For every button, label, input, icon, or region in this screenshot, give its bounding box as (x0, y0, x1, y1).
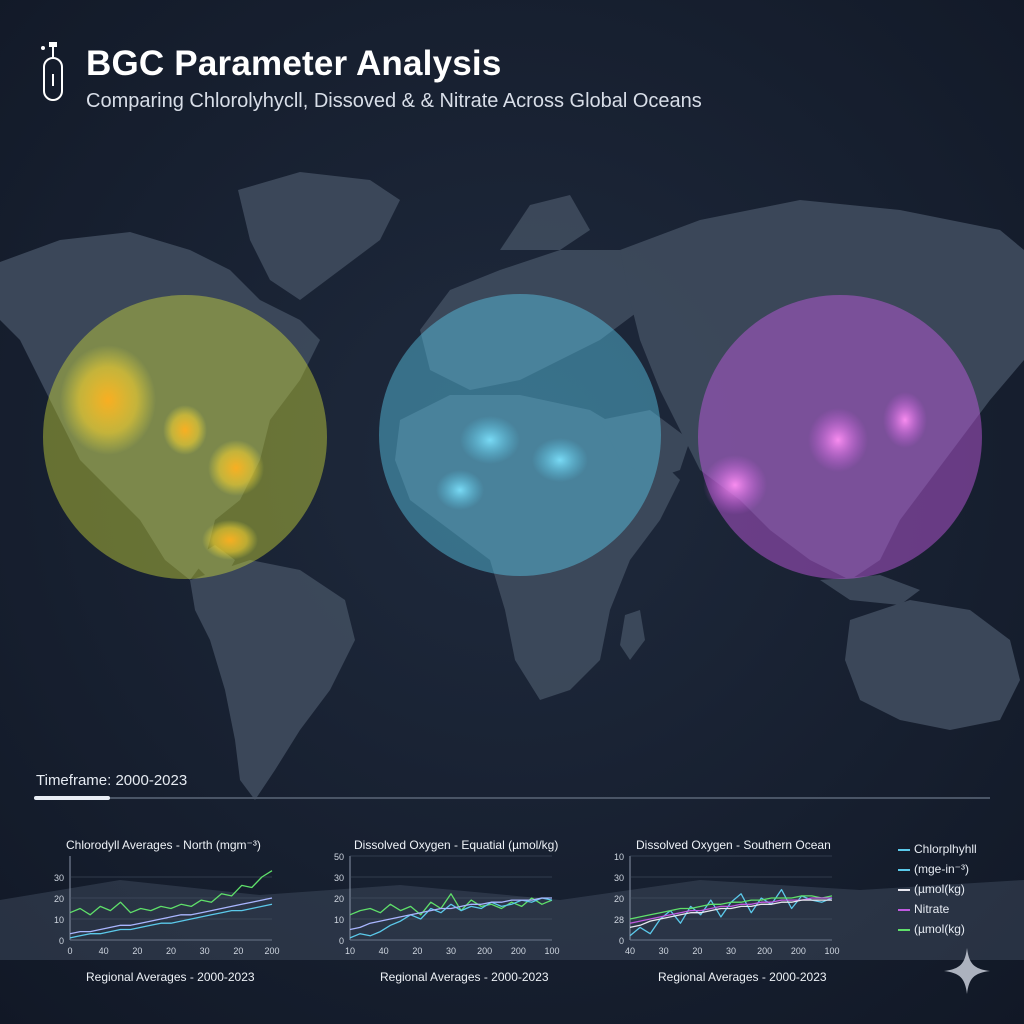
x-tick-label: 100 (544, 946, 559, 956)
y-tick-label: 20 (334, 894, 344, 904)
y-tick-label: 0 (619, 936, 624, 946)
y-tick-label: 10 (334, 915, 344, 925)
legend-swatch (898, 929, 910, 931)
x-tick-label: 100 (824, 946, 839, 956)
y-tick-label: 0 (59, 936, 64, 946)
x-tick-label: 200 (511, 946, 526, 956)
y-tick-label: 30 (614, 873, 624, 883)
x-tick-label: 20 (166, 946, 176, 956)
sensor-float-icon (41, 42, 63, 101)
scandinavia-shape (500, 195, 590, 250)
x-tick-label: 200 (757, 946, 772, 956)
x-tick-label: 40 (379, 946, 389, 956)
chart-oxygen-southern: Dissolved Oxygen - Southern Ocean 10 30 20… (600, 832, 850, 992)
y-tick-label: 10 (54, 915, 64, 925)
sparkle-icon (944, 948, 990, 994)
series-line (349, 893, 553, 916)
y-tick-label: 20 (54, 894, 64, 904)
series-line (69, 870, 273, 916)
y-tick-label: 30 (54, 873, 64, 883)
legend-swatch (898, 889, 910, 891)
x-tick-label: 20 (412, 946, 422, 956)
series-line (349, 897, 552, 931)
chart-footer: Regional Averages - 2000-2023 (380, 970, 549, 984)
y-tick-label: 28 (614, 915, 624, 925)
series-line (69, 903, 273, 939)
legend-swatch (898, 909, 910, 911)
legend-item: (mge-in⁻³) (898, 862, 1018, 882)
chart-legend: Chlorplhyhll (mge-in⁻³) (µmol(kg) Nitrat… (898, 842, 1018, 942)
page-subtitle: Comparing Chlorolyhycll, Dissoved & & Ni… (86, 90, 702, 112)
chart-plot: 0 10 20 30 0 40 20 20 30 20 200 (54, 856, 280, 956)
x-tick-label: 0 (67, 946, 72, 956)
madagascar-shape (620, 610, 645, 660)
x-tick-label: 10 (345, 946, 355, 956)
australia-shape (845, 600, 1020, 730)
chart-footer: Regional Averages - 2000-2023 (658, 970, 827, 984)
x-tick-label: 30 (659, 946, 669, 956)
timeframe-slider-fill[interactable] (34, 796, 110, 800)
x-tick-label: 200 (264, 946, 279, 956)
legend-swatch (898, 849, 910, 851)
series-line (69, 897, 273, 935)
legend-label: (µmol(kg) (914, 922, 965, 936)
series-line (629, 899, 832, 929)
y-tick-label: 20 (614, 894, 624, 904)
x-tick-label: 20 (132, 946, 142, 956)
chart-footer: Regional Averages - 2000-2023 (86, 970, 255, 984)
y-tick-label: 10 (614, 852, 624, 862)
x-tick-label: 30 (726, 946, 736, 956)
legend-label: (mge-in⁻³) (914, 862, 970, 876)
chart-title: Dissolved Oxygen - Southern Ocean (636, 838, 831, 852)
indonesia-shape (820, 575, 920, 605)
x-tick-label: 200 (477, 946, 492, 956)
legend-item: (µmol(kg) (898, 882, 1018, 902)
x-tick-label: 200 (791, 946, 806, 956)
chart-title: Chlorodyll Averages - North (mgm⁻³) (66, 838, 261, 852)
legend-label: Chlorplhyhll (914, 842, 977, 856)
x-tick-label: 40 (99, 946, 109, 956)
arabia-shape (600, 410, 690, 480)
chart-plot: 10 30 20 28 040 30 20 30 200 200 100 (614, 852, 840, 956)
legend-label: Nitrate (914, 902, 950, 916)
legend-label: (µmol(kg) (914, 882, 965, 896)
x-tick-label: 20 (692, 946, 702, 956)
legend-item: Chlorplhyhll (898, 842, 1018, 862)
series-line (629, 895, 833, 920)
y-tick-label: 0 (339, 936, 344, 946)
timeframe-slider-track[interactable] (34, 797, 990, 799)
x-tick-label: 40 (625, 946, 635, 956)
greenland-shape (238, 172, 400, 300)
chart-title: Dissolved Oxygen - Equatial (µmol/kg) (354, 838, 559, 852)
x-tick-label: 30 (200, 946, 210, 956)
oxygen-region-circle (379, 294, 661, 576)
y-tick-label: 50 (334, 852, 344, 862)
series-line (349, 897, 553, 939)
europe-shape (420, 250, 660, 390)
legend-item: Nitrate (898, 902, 1018, 922)
south-america-shape (190, 560, 355, 800)
chart-chlorophyll-north: Chlorodyll Averages - North (mgm⁻³) 0 10 2… (40, 832, 290, 992)
page-title: BGC Parameter Analysis (86, 44, 502, 83)
series-line (629, 897, 832, 924)
legend-item: (µmol(kg) (898, 922, 1018, 942)
x-tick-label: 30 (446, 946, 456, 956)
y-tick-label: 30 (334, 873, 344, 883)
timeframe-label: Timeframe: 2000-2023 (36, 772, 188, 789)
legend-swatch (898, 869, 910, 871)
x-tick-label: 20 (233, 946, 243, 956)
